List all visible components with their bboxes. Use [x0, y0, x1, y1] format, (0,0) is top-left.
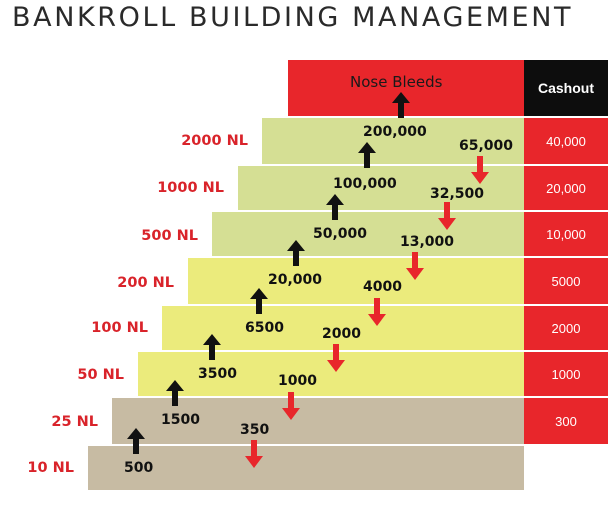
stake-label-50nl: 50 NL	[77, 367, 124, 383]
stake-label-500nl: 500 NL	[141, 228, 198, 244]
stake-label-2000nl: 2000 NL	[181, 133, 248, 149]
down-arrow-icon	[438, 202, 456, 230]
stake-label-200nl: 200 NL	[117, 275, 174, 291]
move-up-500nl: 50,000	[313, 226, 368, 242]
move-down-25nl: 350	[240, 422, 270, 438]
cashout-25nl: 300	[524, 396, 608, 444]
down-arrow-icon	[327, 344, 345, 372]
move-down-1000nl: 32,500	[430, 186, 485, 202]
nose-bleeds-tier	[288, 60, 524, 116]
nose-bleeds-label: Nose Bleeds	[350, 73, 443, 91]
move-down-200nl: 4000	[363, 279, 402, 295]
step-50nl	[138, 350, 524, 396]
cashout-header: Cashout	[524, 60, 608, 116]
stake-label-10nl: 10 NL	[27, 460, 74, 476]
cashout-2000nl: 40,000	[524, 116, 608, 164]
up-arrow-icon	[358, 142, 376, 168]
stake-label-1000nl: 1000 NL	[157, 180, 224, 196]
move-up-100nl: 6500	[245, 320, 284, 336]
step-200nl	[188, 256, 524, 304]
cashout-100nl: 2000	[524, 304, 608, 350]
move-up-10nl: 500	[124, 460, 154, 476]
cashout-200nl: 5000	[524, 256, 608, 304]
up-arrow-icon	[166, 380, 184, 406]
down-arrow-icon	[245, 440, 263, 468]
move-up-200nl: 20,000	[268, 272, 323, 288]
down-arrow-icon	[406, 252, 424, 280]
move-up-1000nl: 100,000	[333, 176, 397, 192]
down-arrow-icon	[282, 392, 300, 420]
cashout-50nl: 1000	[524, 350, 608, 396]
up-arrow-icon	[127, 428, 145, 454]
move-up-2000nl: 200,000	[363, 124, 427, 140]
move-down-50nl: 1000	[278, 373, 317, 389]
move-down-500nl: 13,000	[400, 234, 455, 250]
move-down-2000nl: 65,000	[459, 138, 514, 154]
up-arrow-icon	[392, 92, 410, 118]
step-25nl	[112, 396, 524, 444]
up-arrow-icon	[326, 194, 344, 220]
down-arrow-icon	[471, 156, 489, 184]
up-arrow-icon	[250, 288, 268, 314]
cashout-500nl: 10,000	[524, 210, 608, 256]
stake-label-100nl: 100 NL	[91, 320, 148, 336]
move-up-50nl: 3500	[198, 366, 237, 382]
step-100nl	[162, 304, 524, 350]
stake-label-25nl: 25 NL	[51, 414, 98, 430]
cashout-1000nl: 20,000	[524, 164, 608, 210]
down-arrow-icon	[368, 298, 386, 326]
move-up-25nl: 1500	[161, 412, 200, 428]
up-arrow-icon	[203, 334, 221, 360]
step-500nl	[212, 210, 524, 256]
up-arrow-icon	[287, 240, 305, 266]
move-down-100nl: 2000	[322, 326, 361, 342]
step-1000nl	[238, 164, 524, 210]
step-10nl	[88, 444, 524, 490]
page-title: BANKROLL BUILDING MANAGEMENT	[12, 2, 574, 33]
